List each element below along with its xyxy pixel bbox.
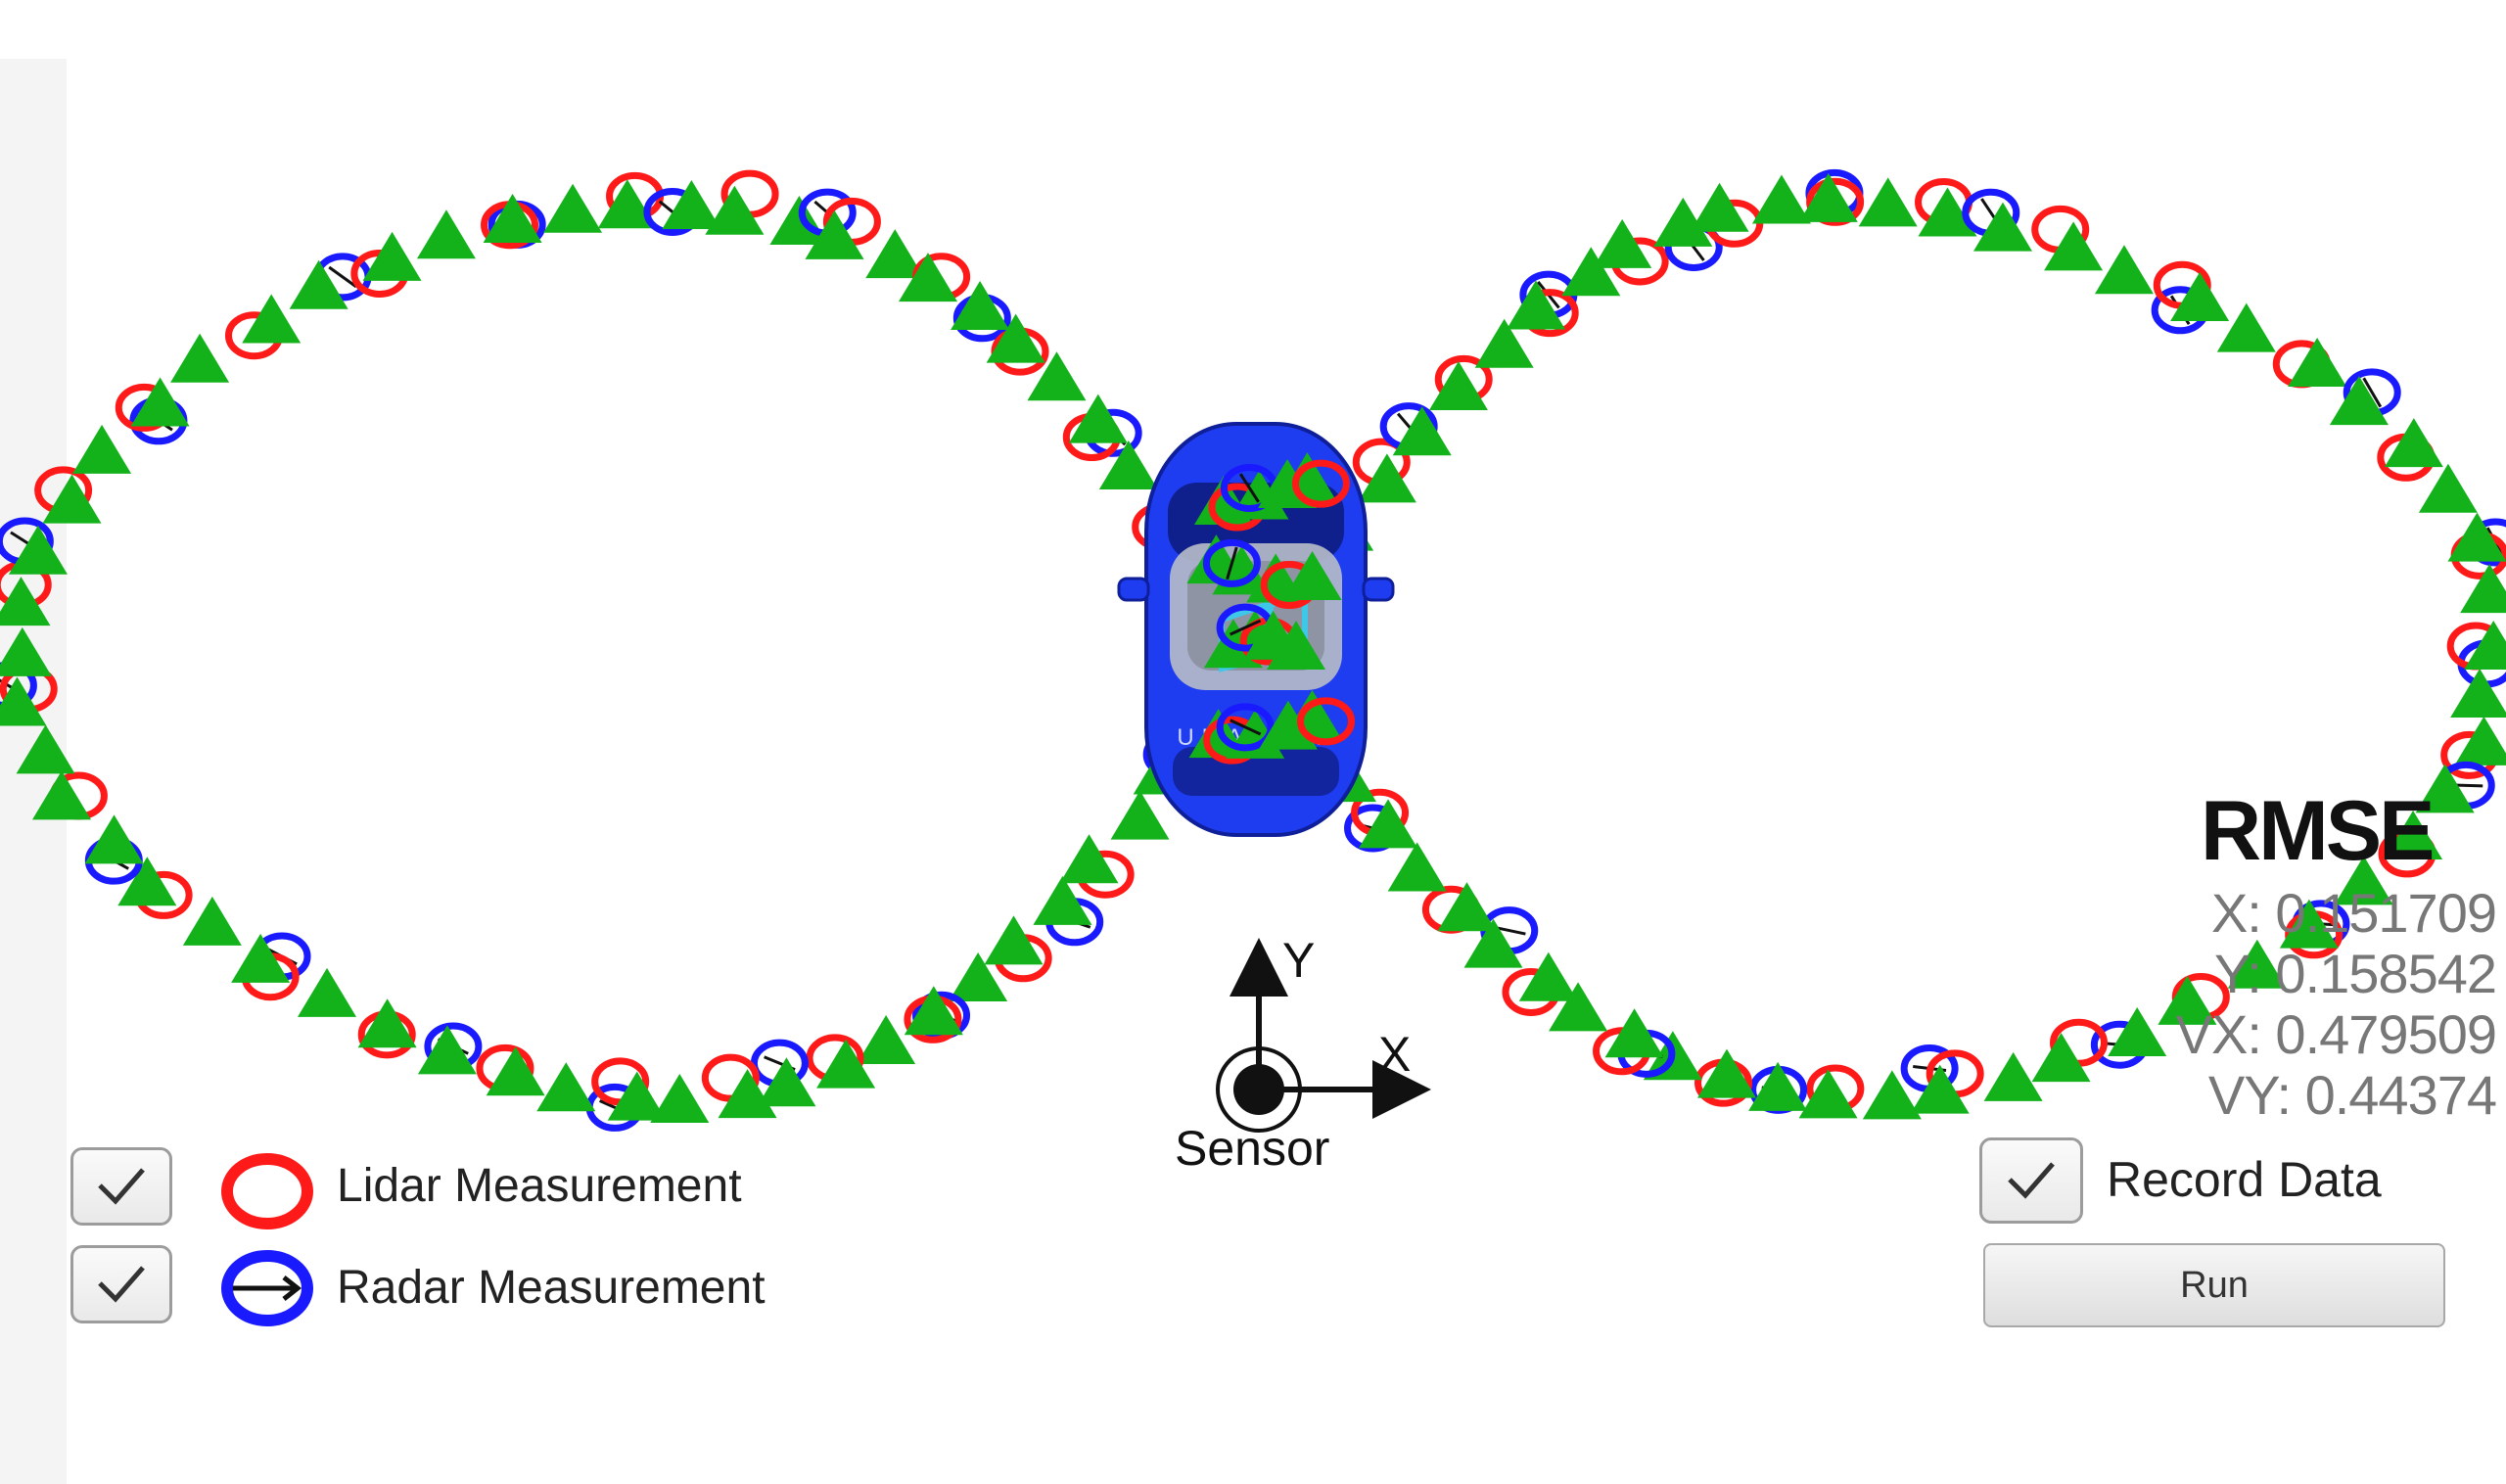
estimate-marker — [1973, 203, 2032, 252]
estimate-marker — [1099, 441, 1158, 489]
check-icon — [92, 1260, 151, 1309]
estimate-marker — [85, 814, 144, 863]
estimate-marker — [290, 260, 348, 309]
radar-circle-icon — [219, 1248, 315, 1328]
estimate-marker — [536, 1062, 595, 1111]
lidar-label: Lidar Measurement — [337, 1159, 742, 1213]
estimate-marker — [170, 334, 229, 383]
lidar-checkbox[interactable] — [70, 1147, 172, 1226]
run-button[interactable]: Run — [1983, 1243, 2445, 1327]
check-icon — [2002, 1156, 2061, 1205]
estimate-marker — [1863, 1070, 1922, 1119]
estimate-marker — [2095, 245, 2154, 294]
rmse-vx: VX: 0.479509 — [2176, 1002, 2496, 1066]
lidar-circle-icon — [219, 1151, 315, 1231]
estimate-marker — [543, 184, 602, 233]
estimate-marker — [1519, 952, 1578, 1001]
estimate-marker — [1393, 406, 1452, 455]
estimate-marker — [1060, 834, 1119, 883]
estimate-marker — [487, 1046, 545, 1095]
rmse-vy: VY: 0.44374 — [2208, 1063, 2496, 1127]
estimate-marker — [608, 1072, 667, 1121]
estimate-marker — [242, 295, 301, 344]
estimate-marker — [417, 209, 476, 258]
estimate-marker — [1984, 1052, 2043, 1101]
estimate-marker — [72, 425, 131, 474]
check-icon — [92, 1162, 151, 1211]
estimate-marker — [43, 475, 102, 524]
record-data-checkbox[interactable] — [1979, 1137, 2083, 1224]
estimate-marker — [17, 724, 75, 773]
estimate-marker — [2170, 272, 2229, 321]
estimate-marker — [298, 968, 356, 1017]
estimate-marker — [1388, 842, 1447, 891]
estimate-marker — [1748, 1062, 1807, 1111]
estimate-marker — [1859, 177, 1918, 226]
rmse-y: Y: 0.158542 — [2214, 942, 2496, 1005]
estimate-marker — [705, 186, 764, 235]
x-axis-label: X — [1378, 1026, 1411, 1083]
estimate-marker — [662, 180, 720, 229]
radar-label: Radar Measurement — [337, 1261, 766, 1315]
estimate-marker — [0, 627, 52, 676]
radar-checkbox[interactable] — [70, 1245, 172, 1323]
rmse-title: RMSE — [2201, 783, 2432, 880]
estimate-marker — [1752, 174, 1811, 223]
estimate-marker — [9, 526, 68, 575]
estimate-marker — [2108, 1007, 2166, 1056]
estimate-marker — [183, 897, 242, 946]
estimate-marker — [2217, 303, 2276, 352]
rmse-x: X: 0.151709 — [2211, 881, 2496, 945]
estimate-marker — [2454, 717, 2506, 765]
y-axis-label: Y — [1282, 932, 1315, 989]
record-data-label: Record Data — [2107, 1151, 2382, 1208]
estimate-marker — [2450, 669, 2506, 718]
estimate-marker — [1111, 791, 1170, 840]
estimate-marker — [2032, 1033, 2091, 1082]
sensor-label: Sensor — [1175, 1120, 1329, 1177]
estimate-marker — [1691, 183, 1749, 232]
